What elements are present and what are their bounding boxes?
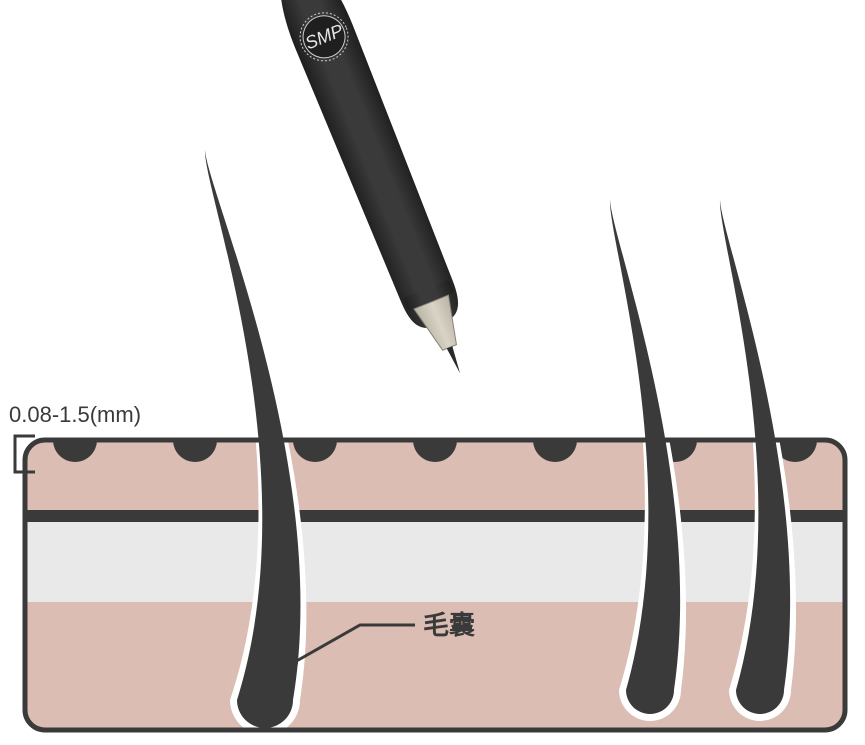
smp-pen: SMP [263, 0, 489, 385]
follicle-label: 毛囊 [423, 610, 475, 640]
mid-layer [25, 522, 845, 602]
dermis-line [25, 510, 845, 522]
pen-needle [447, 346, 463, 374]
diagram-svg: 0.08-1.5(mm) 毛囊 SMP [0, 0, 865, 745]
depth-label: 0.08-1.5(mm) [9, 402, 141, 427]
diagram-root: 0.08-1.5(mm) 毛囊 SMP [0, 0, 865, 745]
